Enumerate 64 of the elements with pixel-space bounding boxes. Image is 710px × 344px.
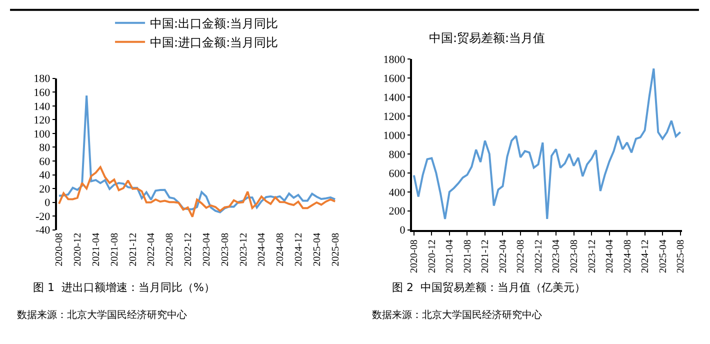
legend-label: 中国:出口金额:当月同比 [150, 16, 278, 30]
line-series [58, 166, 336, 218]
y-tick-label: 1800 [383, 54, 406, 66]
x-tick-label: 2020-12 [426, 240, 438, 273]
y-tick-label: 60 [39, 156, 51, 168]
line-series [58, 94, 336, 214]
y-tick-label: 800 [388, 148, 406, 161]
y-tick-label: 1600 [383, 72, 406, 85]
y-tick-label: 140 [34, 100, 51, 113]
x-tick-label: 2025-08 [676, 240, 687, 273]
x-tick-label: 2020-12 [72, 232, 84, 266]
y-tick-label: 400 [388, 186, 406, 199]
y-tick-label: 1400 [383, 92, 406, 104]
y-tick-label: 100 [34, 128, 51, 140]
x-tick-label: 2024-08 [275, 232, 286, 266]
line-series [412, 68, 682, 220]
x-tick-label: 2021-08 [109, 232, 120, 266]
x-tick-label: 2022-08 [516, 240, 527, 273]
x-tick-label: 2020-08 [54, 232, 66, 266]
source-note: 数据来源：北京大学国民经济研究中心 [372, 309, 542, 321]
x-tick-label: 2022-08 [164, 232, 176, 266]
y-tick-label: 0 [44, 197, 51, 210]
y-tick-label: -40 [36, 224, 51, 237]
y-tick-label: 200 [388, 206, 406, 218]
x-tick-label: 2023-04 [551, 240, 562, 273]
x-tick-label: 2022-12 [533, 240, 544, 273]
x-tick-label: 2022-04 [498, 240, 509, 273]
x-tick-label: 2021-04 [91, 232, 102, 266]
y-tick-label: 180 [34, 73, 51, 86]
y-tick-label: 1000 [383, 130, 406, 142]
x-tick-label: 2023-12 [586, 240, 598, 273]
y-tick-label: 600 [388, 168, 406, 180]
y-tick-label: 1200 [383, 110, 406, 123]
x-tick-label: 2024-12 [640, 240, 652, 273]
x-tick-label: 2023-12 [238, 232, 250, 266]
x-tick-label: 2021-08 [462, 240, 474, 273]
x-tick-label: 2023-04 [201, 232, 212, 266]
x-tick-label: 2023-08 [569, 240, 580, 273]
x-tick-label: 2021-12 [480, 240, 492, 273]
y-tick-label: 40 [39, 170, 51, 182]
x-tick-label: 2025-04 [658, 240, 669, 273]
x-tick-label: 2024-12 [294, 232, 305, 266]
y-tick-label: 160 [34, 86, 51, 99]
y-tick-label: 0 [400, 224, 406, 237]
x-tick-label: 2021-12 [128, 232, 139, 266]
x-tick-label: 2023-08 [220, 232, 231, 266]
y-tick-label: -20 [36, 210, 51, 223]
x-tick-label: 2025-08 [330, 232, 342, 266]
x-tick-label: 2022-04 [146, 232, 158, 266]
y-tick-label: 20 [39, 183, 51, 196]
x-tick-label: 2022-12 [183, 232, 194, 266]
chart-title: 中国:贸易差额:当月值 [429, 31, 546, 45]
legend-label: 中国:进口金额:当月同比 [150, 36, 278, 50]
y-tick-label: 80 [39, 142, 51, 154]
y-tick-label: 120 [34, 114, 51, 127]
x-tick-label: 2024-04 [604, 240, 616, 273]
x-tick-label: 2024-08 [622, 240, 634, 273]
x-tick-label: 2021-04 [444, 240, 456, 273]
x-tick-label: 2020-08 [409, 240, 420, 273]
caption: 图 1 进出口额增速：当月同比（%） [33, 281, 215, 294]
caption: 图 2 中国贸易差额：当月值（亿美元） [392, 281, 586, 294]
x-tick-label: 2024-04 [256, 232, 268, 266]
source-note: 数据来源：北京大学国民经济研究中心 [17, 309, 187, 321]
x-tick-label: 2025-04 [312, 232, 323, 266]
